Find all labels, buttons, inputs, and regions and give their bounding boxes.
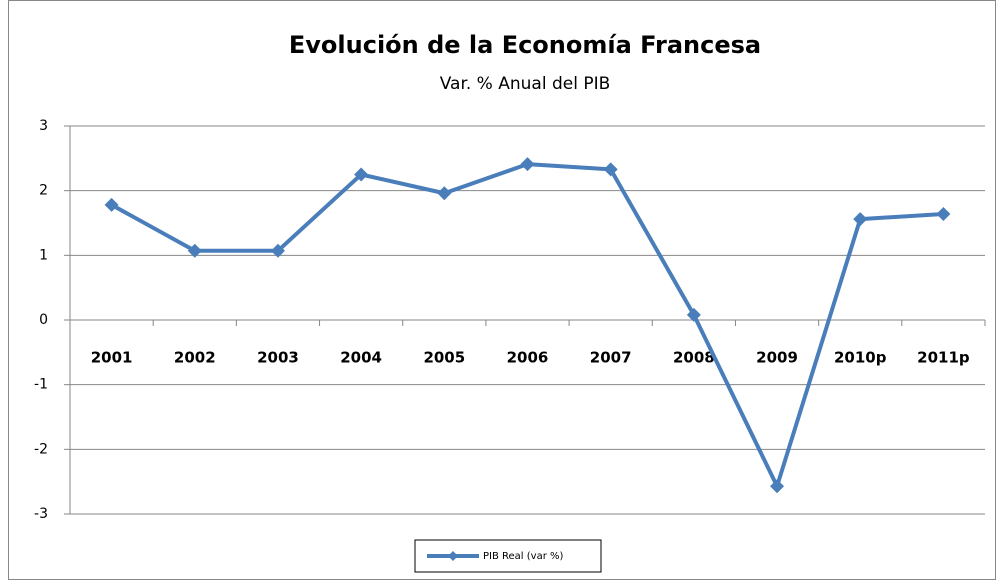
x-tick-label: 2004: [340, 349, 382, 367]
x-tick-label: 2001: [91, 349, 133, 367]
x-tick-label: 2007: [590, 349, 632, 367]
x-tick-label: 2002: [174, 349, 216, 367]
legend-marker: [448, 551, 458, 561]
data-marker: [603, 162, 618, 177]
data-marker: [936, 206, 951, 221]
x-tick-label: 2009: [756, 349, 798, 367]
y-tick-label: 3: [39, 118, 48, 134]
data-marker: [270, 243, 285, 258]
x-tick-label: 2005: [423, 349, 465, 367]
data-marker: [104, 197, 119, 212]
y-tick-label: -3: [34, 506, 48, 522]
x-tick-label: 2006: [507, 349, 549, 367]
x-tick-label: 2010p: [834, 349, 887, 367]
x-tick-label: 2011p: [917, 349, 970, 367]
data-marker: [520, 157, 535, 172]
y-tick-label: -1: [34, 377, 48, 393]
x-tick-label: 2003: [257, 349, 299, 367]
data-marker: [437, 186, 452, 201]
y-tick-label: -2: [34, 441, 48, 457]
y-tick-label: 1: [39, 247, 48, 263]
chart-title: Evolución de la Economía Francesa: [289, 31, 761, 59]
chart-border: [8, 0, 996, 580]
data-marker: [770, 479, 785, 494]
y-tick-label: 0: [39, 312, 48, 328]
x-tick-label: 2008: [673, 349, 715, 367]
data-marker: [187, 243, 202, 258]
data-marker: [354, 167, 369, 182]
y-tick-label: 2: [39, 183, 48, 199]
chart-subtitle: Var. % Anual del PIB: [440, 74, 611, 94]
legend-label: PIB Real (var %): [483, 551, 563, 562]
data-marker: [853, 212, 868, 227]
data-marker: [686, 307, 701, 322]
